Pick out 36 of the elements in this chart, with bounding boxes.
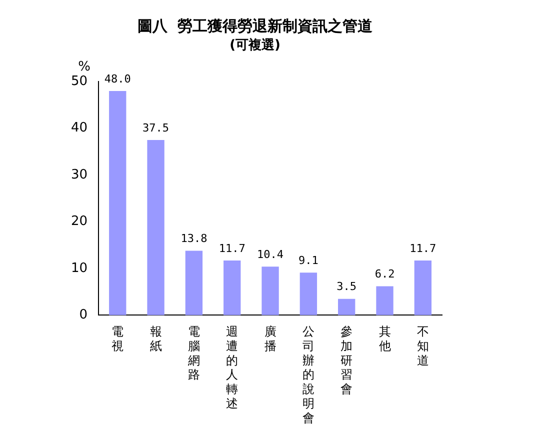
- x-tick-label: 電腦網路: [186, 324, 200, 382]
- y-tick-label: 0: [79, 308, 88, 323]
- bar: [185, 250, 203, 316]
- data-label: 3.5: [336, 280, 357, 294]
- data-label: 10.4: [257, 248, 284, 261]
- data-label: 11.7: [218, 242, 246, 255]
- data-label: 37.5: [142, 121, 170, 134]
- chart-title: 圖八 勞工獲得勞退新制資訊之管道: [137, 16, 374, 35]
- y-tick-label: 30: [70, 167, 88, 182]
- chart-subtitle: (可複選): [230, 37, 280, 54]
- x-tick-label: 廣播: [264, 324, 276, 353]
- data-label: 9.1: [298, 254, 318, 268]
- data-label: 13.8: [180, 232, 208, 246]
- x-tick-label: 不知道: [416, 324, 429, 368]
- y-tick-label: 50: [70, 74, 88, 89]
- bar: [414, 260, 432, 316]
- data-label: 48.0: [104, 72, 131, 86]
- bar: [376, 286, 394, 316]
- x-tick-label: 電視: [112, 324, 124, 353]
- y-tick-label: 20: [70, 214, 88, 230]
- x-tick-label: 週遭的人轉述: [226, 324, 238, 411]
- x-tick-label: 其他: [378, 324, 391, 353]
- y-tick-label: 10: [70, 260, 88, 276]
- bar: [109, 90, 126, 316]
- x-tick-label: 公司辦的說明會: [302, 324, 314, 425]
- bar: [338, 298, 356, 316]
- y-axis-title: %: [78, 59, 91, 74]
- data-label: 11.7: [410, 242, 436, 255]
- data-label: 6.2: [374, 268, 395, 281]
- bar: [300, 272, 318, 316]
- x-tick-label: 參加研習會: [340, 324, 353, 396]
- bar: [147, 140, 164, 316]
- bar: [262, 266, 279, 316]
- y-tick-label: 40: [70, 120, 88, 136]
- bar: [224, 260, 241, 316]
- x-tick-label: 報紙: [150, 324, 162, 353]
